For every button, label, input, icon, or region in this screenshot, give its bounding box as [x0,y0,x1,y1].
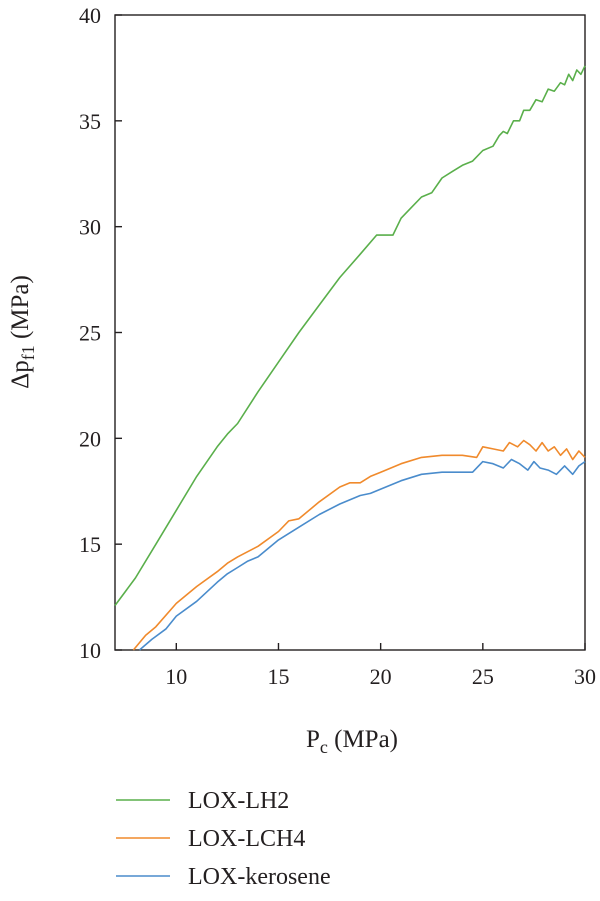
legend-label-lox-lh2: LOX-LH2 [188,788,289,814]
x-axis-label-main: P [306,726,320,753]
y-axis-label: Δpf1 (MPa) [7,275,38,389]
y-tick-label: 35 [79,109,101,134]
x-tick-label: 30 [574,664,596,689]
series-lines [114,65,586,651]
x-axis-label: Pc (MPa) [306,726,398,757]
x-tick-label: 25 [472,664,494,689]
y-axis-label-sub: f1 [18,345,38,360]
y-tick-label: 40 [79,3,101,28]
x-tick-label: 15 [267,664,289,689]
series-line-lox-lch4 [132,439,586,651]
axis-ticks: 10 15 20 25 30 10 15 20 25 30 35 40 [79,3,596,689]
series-line-lox-lh2 [114,65,586,606]
y-axis-label-unit: (MPa) [7,275,34,345]
x-axis-label-unit: (MPa) [328,726,398,753]
x-tick-label: 20 [370,664,392,689]
plot-frame [114,14,586,651]
y-axis-label-main: Δp [7,360,34,389]
series-line-lox-kerosene [138,458,586,651]
y-tick-label: 10 [79,638,101,663]
y-tick-label: 15 [79,532,101,557]
x-axis-label-sub: c [320,737,328,757]
legend: LOX-LH2 LOX-LCH4 LOX-kerosene [116,788,331,890]
legend-label-lox-kerosene: LOX-kerosene [188,864,331,890]
y-tick-label: 20 [79,426,101,451]
y-tick-label: 25 [79,321,101,346]
legend-label-lox-lch4: LOX-LCH4 [188,826,305,852]
x-tick-label: 10 [165,664,187,689]
y-tick-label: 30 [79,215,101,240]
